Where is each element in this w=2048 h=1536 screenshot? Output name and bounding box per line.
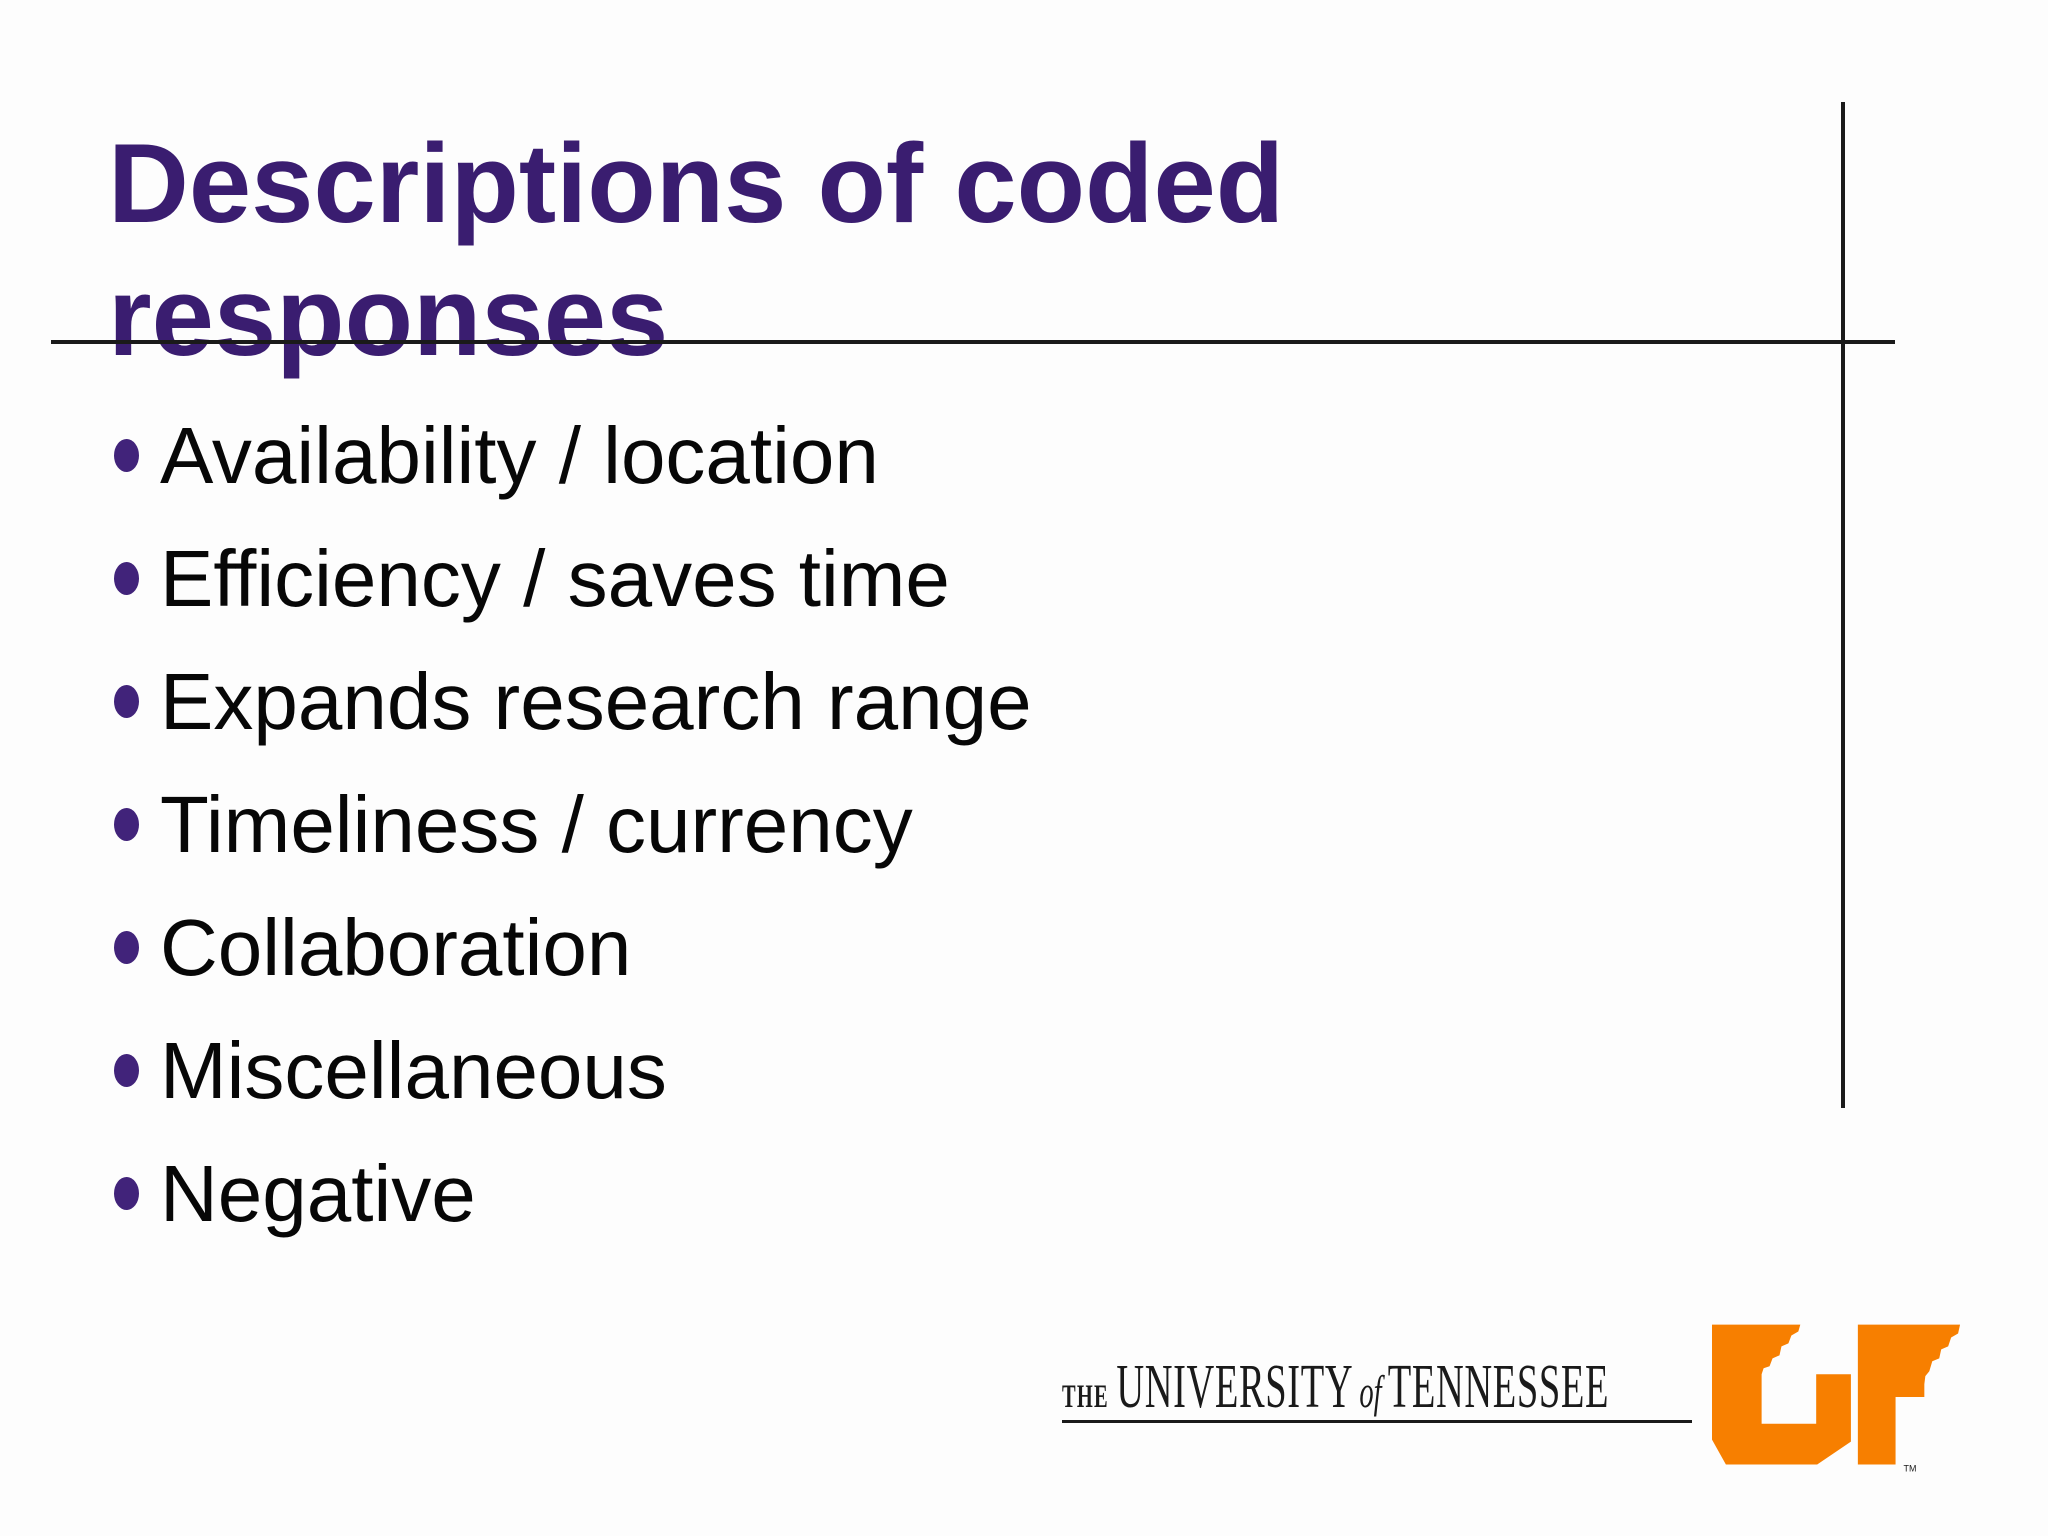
right-vertical-rule <box>1841 102 1845 1108</box>
bullet-label: Negative <box>160 1148 476 1238</box>
bullet-dot <box>114 1177 139 1210</box>
bullet-item: Expands research range <box>114 640 1032 763</box>
bullet-label: Efficiency / saves time <box>160 533 950 623</box>
bullet-label: Collaboration <box>160 902 632 992</box>
ut-logo-icon: TM <box>1712 1324 1961 1473</box>
bullet-dot <box>114 439 139 472</box>
bullet-item: Availability / location <box>114 394 1032 517</box>
bullet-item: Collaboration <box>114 886 1032 1009</box>
bullet-item: Timeliness / currency <box>114 763 1032 886</box>
title-line-1: Descriptions of coded <box>108 121 1285 247</box>
wordmark-tennessee: TENNESSEE <box>1387 1353 1610 1421</box>
ut-wordmark: THE UNIVERSITY of TENNESSEE <box>1062 1352 1609 1423</box>
bullet-item: Miscellaneous <box>114 1009 1032 1132</box>
bullet-dot <box>114 1054 139 1087</box>
wordmark-underline <box>1062 1420 1692 1423</box>
ut-logo-t-shape <box>1857 1324 1961 1465</box>
bullet-list: Availability / location Efficiency / sav… <box>114 394 1032 1255</box>
wordmark-the: THE <box>1062 1379 1109 1415</box>
bullet-item: Negative <box>114 1132 1032 1255</box>
bullet-label: Expands research range <box>160 656 1032 746</box>
ut-logo-tm: TM <box>1904 1463 1917 1473</box>
ut-logo-u-shape <box>1712 1324 1851 1465</box>
title-line-2: responses <box>108 254 669 380</box>
bullet-item: Efficiency / saves time <box>114 517 1032 640</box>
bullet-label: Miscellaneous <box>160 1025 667 1115</box>
bullet-dot <box>114 562 139 595</box>
bullet-dot <box>114 931 139 964</box>
bullet-dot <box>114 685 139 718</box>
title-underline-rule <box>51 340 1895 344</box>
bullet-dot <box>114 808 139 841</box>
page-title: Descriptions of coded responses <box>108 117 1728 383</box>
bullet-label: Timeliness / currency <box>160 779 913 869</box>
wordmark-university: UNIVERSITY <box>1116 1353 1354 1421</box>
wordmark-of: of <box>1359 1366 1382 1417</box>
bullet-label: Availability / location <box>160 410 879 500</box>
